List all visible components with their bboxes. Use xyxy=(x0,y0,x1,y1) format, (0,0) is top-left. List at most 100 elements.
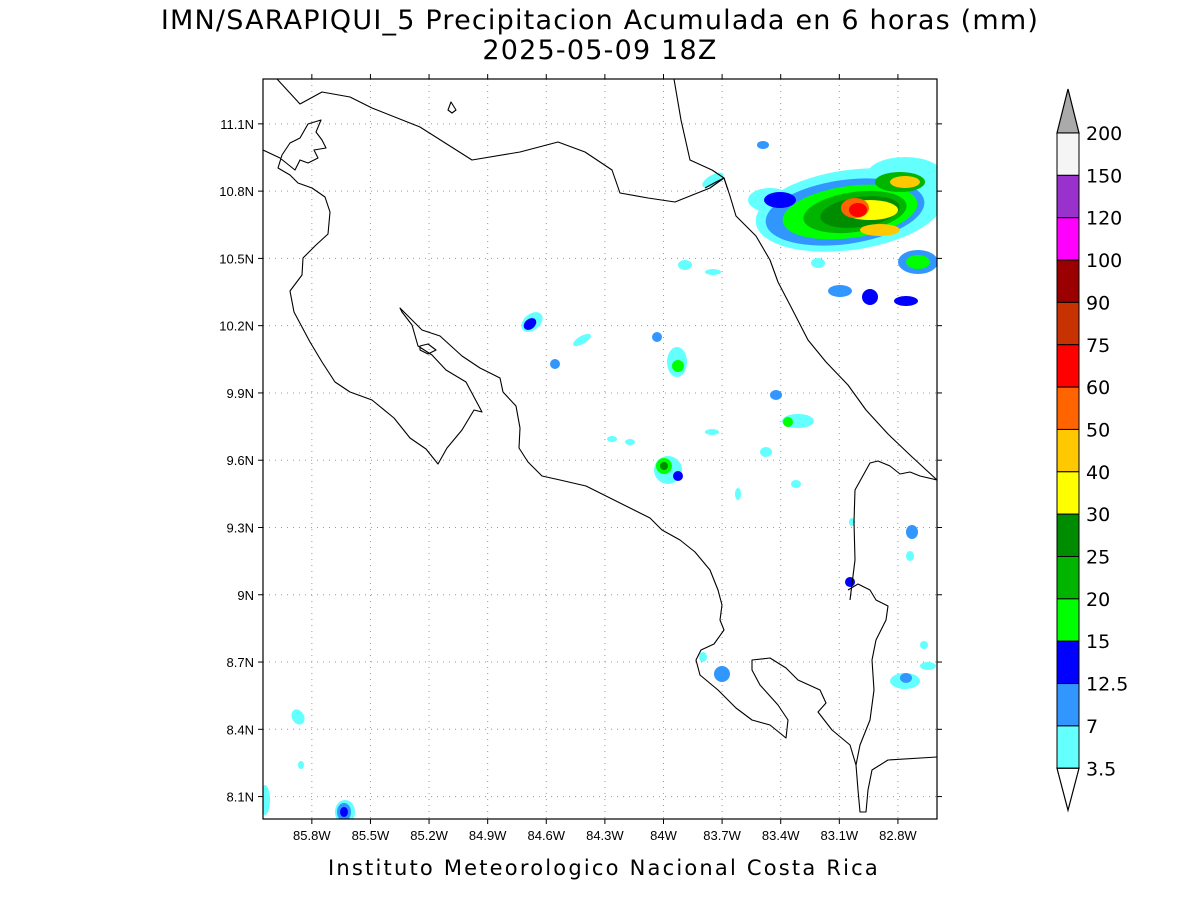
x-tick-label: 85.2W xyxy=(410,828,448,843)
precip-cell xyxy=(607,436,617,442)
x-tick-label: 82.8W xyxy=(879,828,917,843)
precip-cell xyxy=(705,269,721,275)
map-subtitle-datetime: 2025-05-09 18Z xyxy=(482,35,718,66)
precip-cell xyxy=(849,518,855,526)
x-tick-label: 83.1W xyxy=(821,828,859,843)
precip-cell xyxy=(894,296,918,306)
precip-cell xyxy=(791,480,801,488)
precip-cell xyxy=(764,192,796,208)
y-tick-label: 9.6N xyxy=(227,453,254,468)
precip-cell xyxy=(699,652,707,662)
precip-cell xyxy=(920,662,936,670)
y-tick-label: 9.9N xyxy=(227,386,254,401)
colorbar-arrow-bottom xyxy=(1056,767,1080,813)
x-tick-label: 83.4W xyxy=(762,828,800,843)
colorbar-label: 200 xyxy=(1086,123,1122,145)
coastline-north-nicaragua xyxy=(276,79,725,203)
colorbar-label: 7 xyxy=(1086,716,1098,738)
colorbar-label: 20 xyxy=(1086,589,1110,611)
colorbar-label: 12.5 xyxy=(1086,674,1128,696)
colorbar-label: 25 xyxy=(1086,547,1110,569)
island-chira xyxy=(419,343,437,355)
colorbar-swatch xyxy=(1056,174,1080,219)
precip-cell xyxy=(890,176,920,188)
colorbar-swatch xyxy=(1056,217,1080,261)
precip-cell xyxy=(672,360,684,372)
colorbar-arrow-top xyxy=(1056,88,1080,134)
precip-cell xyxy=(845,577,855,587)
precip-cell xyxy=(735,488,741,500)
map-title: IMN/SARAPIQUI_5 Precipitacion Acumulada … xyxy=(160,5,1040,36)
y-tick-label: 10.8N xyxy=(219,184,254,199)
colorbar-label: 75 xyxy=(1086,335,1110,357)
colorbar-swatch xyxy=(1056,725,1080,769)
precip-cell xyxy=(906,255,930,269)
y-tick-label: 9.3N xyxy=(227,520,254,535)
y-tick-label: 11.1N xyxy=(220,117,254,132)
y-tick-label: 10.5N xyxy=(219,251,254,266)
colorbar-swatch xyxy=(1056,132,1080,176)
coastline-caribbean xyxy=(673,79,937,481)
precip-cell xyxy=(263,785,270,815)
precip-cell xyxy=(523,318,537,330)
precip-cell xyxy=(770,390,782,400)
precip-cell xyxy=(673,471,683,481)
precip-cell xyxy=(828,285,852,297)
coastline-pacific xyxy=(263,119,937,813)
precip-cell xyxy=(757,141,769,149)
colorbar-swatch xyxy=(1056,598,1080,642)
precip-cell xyxy=(714,666,730,682)
x-tick-label: 84.6W xyxy=(527,828,565,843)
x-tick-label: 84.3W xyxy=(586,828,624,843)
precip-cell xyxy=(298,761,304,769)
precip-cell xyxy=(702,172,724,188)
precip-cell xyxy=(811,258,825,268)
precip-cell xyxy=(849,203,867,217)
precip-cell xyxy=(920,641,928,649)
colorbar-label: 3.5 xyxy=(1086,758,1116,780)
x-tick-label: 84.9W xyxy=(469,828,507,843)
colorbar-swatch xyxy=(1056,513,1080,558)
precip-cell xyxy=(573,333,591,347)
colorbar-label: 60 xyxy=(1086,377,1110,399)
footer-credit: Instituto Meteorologico Nacional Costa R… xyxy=(328,856,880,880)
precip-cell xyxy=(705,429,719,435)
x-tick-label: 85.5W xyxy=(352,828,390,843)
coastline-san-juan-river xyxy=(704,177,729,191)
colorbar-swatch xyxy=(1056,301,1080,346)
precipitation-field xyxy=(263,141,937,819)
border-costa-rica-panama xyxy=(849,460,937,601)
precip-cell xyxy=(862,289,878,305)
colorbar-swatch xyxy=(1056,640,1080,685)
x-tick-label: 84W xyxy=(650,828,677,843)
precip-cell xyxy=(660,462,668,470)
precip-cell xyxy=(906,551,914,561)
colorbar-legend: 200 150 120 100 90 75 60 50 40 30 25 20 15 12.5 7 3.5 xyxy=(1056,88,1128,813)
precip-cell xyxy=(625,439,635,445)
map-frame xyxy=(262,78,938,820)
precip-cell xyxy=(760,447,772,457)
colorbar-label: 120 xyxy=(1086,208,1122,230)
precip-cell xyxy=(291,709,305,725)
y-tick-label: 8.1N xyxy=(227,790,254,805)
colorbar-swatch xyxy=(1056,683,1080,727)
coastline-panama-pacific xyxy=(847,583,889,766)
colorbar-label: 100 xyxy=(1086,250,1122,272)
precip-cell xyxy=(900,673,912,683)
colorbar-label: 40 xyxy=(1086,462,1110,484)
y-tick-label: 8.4N xyxy=(227,722,254,737)
precip-cell xyxy=(340,807,348,817)
colorbar-label: 15 xyxy=(1086,631,1110,653)
colorbar-label: 50 xyxy=(1086,419,1110,441)
y-tick-label: 9N xyxy=(237,588,254,603)
coastline xyxy=(263,79,937,813)
colorbar-swatch xyxy=(1056,428,1080,473)
map-content xyxy=(263,79,937,819)
lake-nicaragua-islet xyxy=(447,101,457,114)
precip-cell xyxy=(860,224,900,236)
map-grid xyxy=(263,79,937,819)
y-tick-label: 8.7N xyxy=(227,655,254,670)
colorbar-swatch xyxy=(1056,259,1080,303)
colorbar-swatch xyxy=(1056,386,1080,430)
